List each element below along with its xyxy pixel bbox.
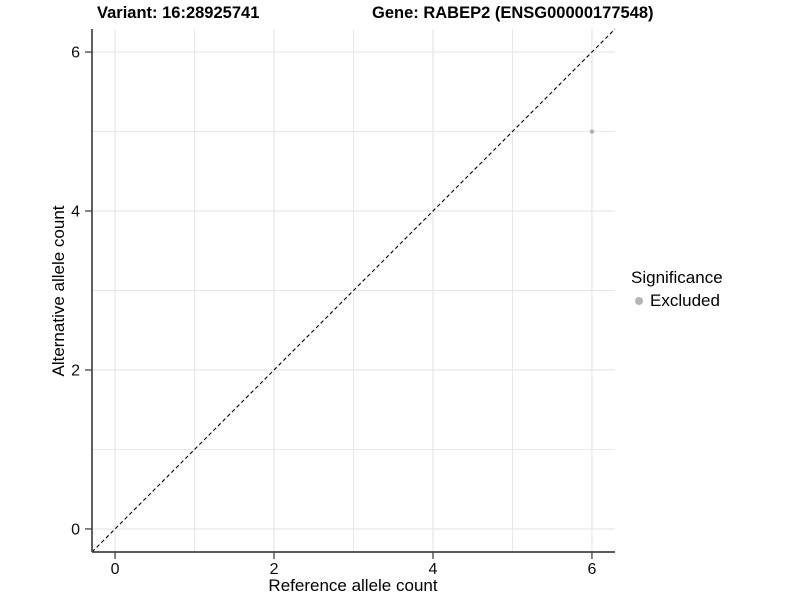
x-tick-label: 2 bbox=[270, 561, 279, 578]
gene-title: Gene: RABEP2 (ENSG00000177548) bbox=[372, 4, 654, 22]
data-point bbox=[589, 129, 595, 134]
variant-title: Variant: 16:28925741 bbox=[97, 4, 260, 22]
excluded-point-icon bbox=[635, 297, 643, 305]
x-axis-label: Reference allele count bbox=[268, 576, 438, 595]
y-axis-label: Alternative allele count bbox=[49, 205, 68, 377]
y-tick-label: 0 bbox=[71, 521, 80, 538]
x-tick-label: 6 bbox=[587, 561, 596, 578]
y-tick-label: 4 bbox=[71, 204, 80, 221]
legend: Significance Excluded bbox=[631, 268, 723, 311]
legend-item-label: Excluded bbox=[650, 291, 720, 310]
x-tick-label: 4 bbox=[429, 561, 438, 578]
identity-dashed-line bbox=[91, 28, 616, 553]
legend-item-excluded: Excluded bbox=[631, 291, 723, 311]
y-tick-label: 6 bbox=[71, 45, 80, 62]
x-tick-label: 0 bbox=[111, 561, 120, 578]
y-tick-label: 2 bbox=[71, 362, 80, 379]
legend-title: Significance bbox=[631, 268, 723, 287]
